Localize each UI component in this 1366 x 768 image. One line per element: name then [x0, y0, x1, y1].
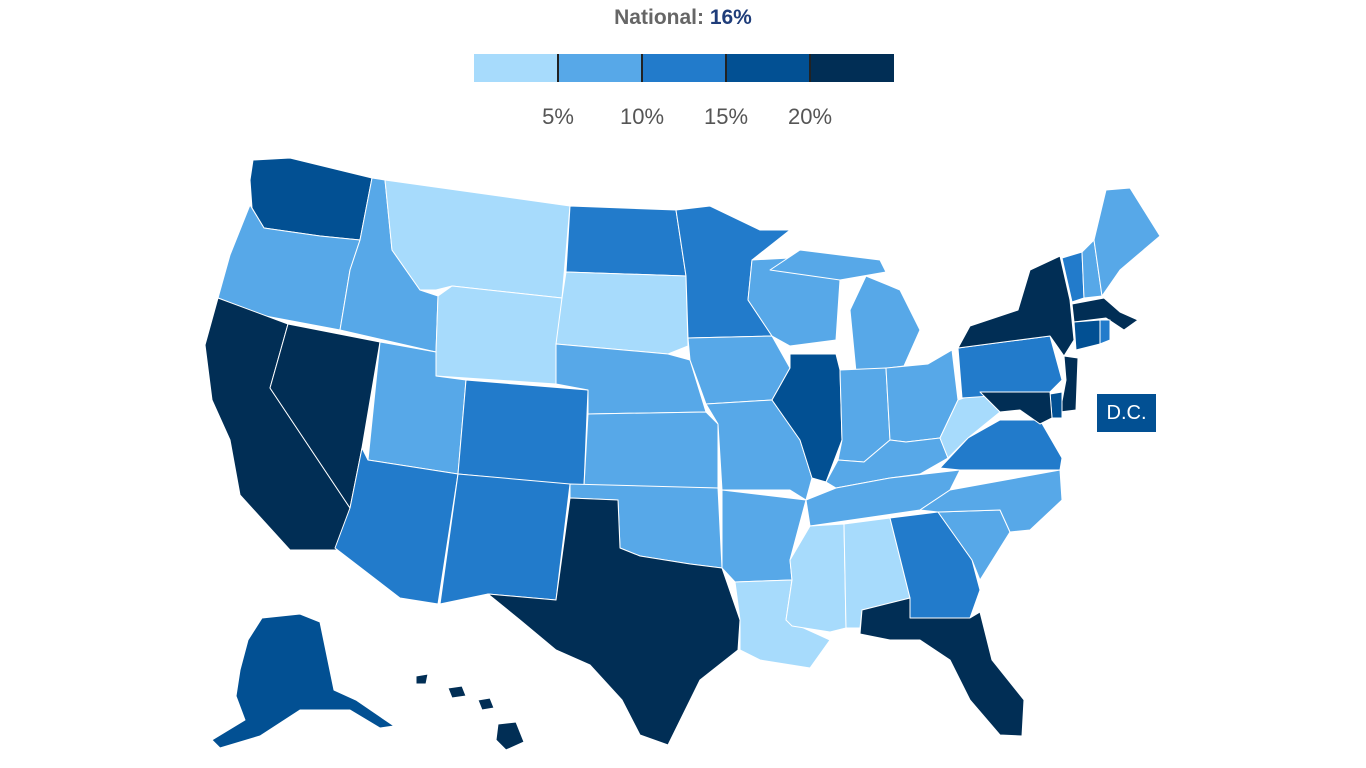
- dc-label-box[interactable]: D.C.: [1097, 394, 1156, 432]
- state-kansas[interactable]: [584, 412, 718, 488]
- state-montana[interactable]: [385, 180, 570, 298]
- state-rhode-island[interactable]: [1100, 320, 1110, 344]
- state-new-jersey[interactable]: [1060, 356, 1078, 412]
- state-connecticut[interactable]: [1074, 320, 1100, 350]
- state-wyoming[interactable]: [436, 286, 562, 384]
- state-iowa[interactable]: [688, 336, 790, 404]
- state-florida[interactable]: [860, 598, 1024, 736]
- state-colorado[interactable]: [458, 380, 588, 486]
- state-alaska[interactable]: [212, 614, 394, 748]
- state-south-dakota[interactable]: [556, 272, 688, 354]
- state-new-mexico[interactable]: [440, 474, 570, 604]
- state-hawaii[interactable]: [416, 674, 524, 750]
- state-north-dakota[interactable]: [566, 206, 686, 276]
- state-washington[interactable]: [250, 158, 372, 240]
- state-maine[interactable]: [1094, 188, 1160, 296]
